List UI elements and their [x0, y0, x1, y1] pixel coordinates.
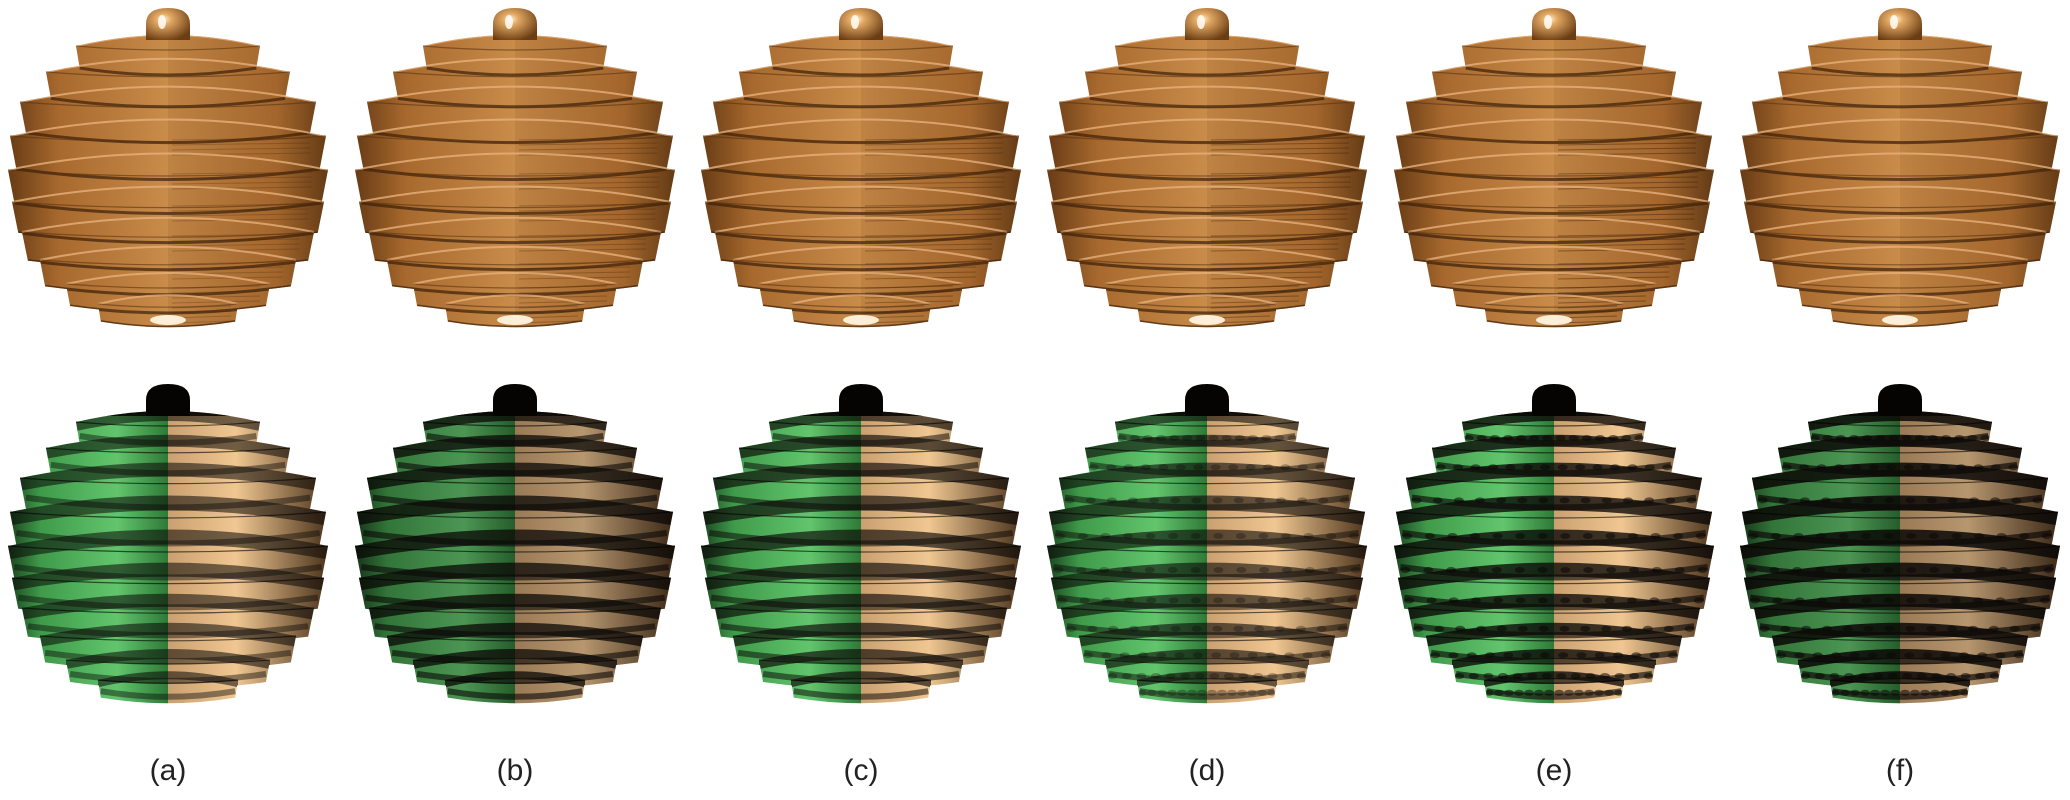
caption-a: (a) — [150, 754, 187, 787]
vase-body — [8, 35, 328, 328]
panel-a-bottom-render — [7, 384, 329, 704]
caption-d: (d) — [1189, 754, 1226, 787]
vase-knob — [1878, 384, 1922, 416]
caption-c: (c) — [844, 754, 879, 787]
panel-e-top-render — [1393, 8, 1715, 328]
vase-knob — [493, 384, 537, 416]
vase-knob — [1532, 384, 1576, 416]
panel-b-bottom-render — [354, 384, 676, 704]
panel-e-bottom-render — [1393, 384, 1715, 704]
vase-knob — [146, 8, 190, 40]
vase-knob — [1185, 384, 1229, 416]
vase-knob — [839, 8, 883, 40]
caption-f: (f) — [1886, 754, 1914, 787]
panel-a-top-render — [7, 8, 329, 328]
vase-knob — [1185, 8, 1229, 40]
panel-d-bottom-render — [1046, 384, 1368, 704]
panel-c-bottom-render — [700, 384, 1022, 704]
vase-body — [355, 35, 675, 328]
vase-body — [1394, 35, 1714, 328]
caption-b: (b) — [497, 754, 534, 787]
vase-knob — [146, 384, 190, 416]
caption-e: (e) — [1536, 754, 1573, 787]
vase-body — [701, 35, 1021, 328]
panel-f-bottom-render — [1739, 384, 2061, 704]
vase-knob — [1532, 8, 1576, 40]
vase-knob — [493, 8, 537, 40]
vase-knob — [1878, 8, 1922, 40]
vase-knob — [839, 384, 883, 416]
vase-body — [1740, 35, 2060, 328]
vase-body — [1047, 35, 1367, 328]
panel-f-top-render — [1739, 8, 2061, 328]
panel-c-top-render — [700, 8, 1022, 328]
panel-b-top-render — [354, 8, 676, 328]
panel-d-top-render — [1046, 8, 1368, 328]
